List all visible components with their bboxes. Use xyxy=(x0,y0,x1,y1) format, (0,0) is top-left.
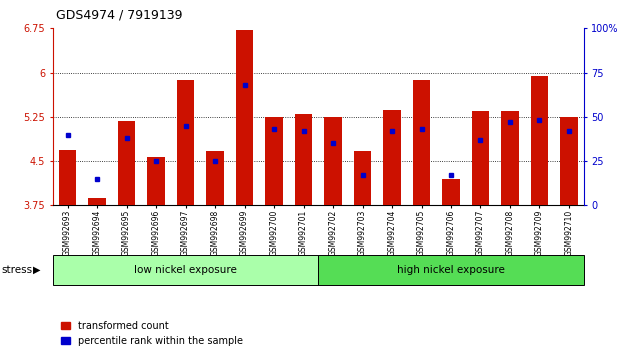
Bar xyxy=(295,114,312,205)
Bar xyxy=(354,151,371,205)
Bar xyxy=(265,117,283,205)
Text: high nickel exposure: high nickel exposure xyxy=(397,265,505,275)
Bar xyxy=(324,117,342,205)
Bar xyxy=(88,198,106,205)
Bar xyxy=(236,30,253,205)
Bar xyxy=(472,111,489,205)
Bar xyxy=(117,121,135,205)
Bar xyxy=(501,111,519,205)
Text: ▶: ▶ xyxy=(33,265,40,275)
Bar xyxy=(177,80,194,205)
Bar xyxy=(560,117,578,205)
Text: low nickel exposure: low nickel exposure xyxy=(134,265,237,275)
Bar xyxy=(58,150,76,205)
Legend: transformed count, percentile rank within the sample: transformed count, percentile rank withi… xyxy=(61,321,243,346)
Bar xyxy=(383,110,401,205)
Bar xyxy=(412,80,430,205)
Bar xyxy=(206,151,224,205)
Bar xyxy=(442,179,460,205)
Bar xyxy=(147,157,165,205)
Text: stress: stress xyxy=(1,265,32,275)
Bar xyxy=(530,75,548,205)
Text: GDS4974 / 7919139: GDS4974 / 7919139 xyxy=(56,9,183,22)
